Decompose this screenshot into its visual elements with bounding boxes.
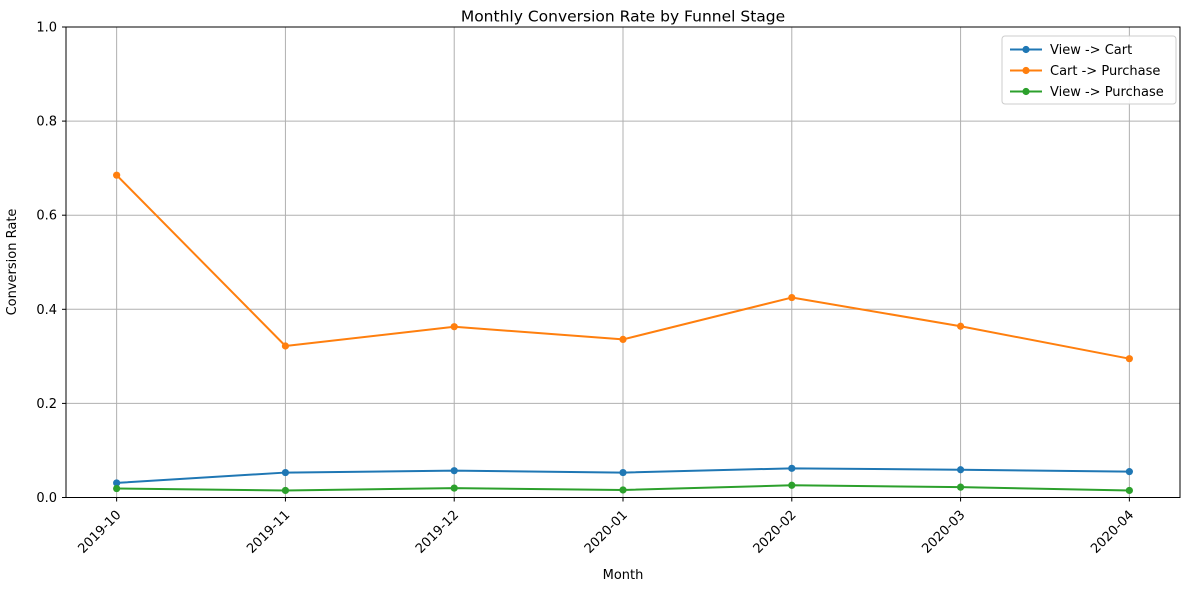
- legend-sample-marker-view-purchase: [1022, 87, 1030, 96]
- x-tick-label-2019-12: 2019-12: [413, 508, 462, 557]
- y-tick-label-0.0: 0.0: [36, 491, 57, 506]
- data-point-marker: [1125, 486, 1133, 495]
- data-point-marker: [113, 479, 121, 487]
- data-point-marker: [1125, 468, 1133, 476]
- x-tick-label-2019-11: 2019-11: [244, 508, 293, 557]
- legend: View -> Cart Cart -> Purchase View -> Purc…: [1001, 35, 1177, 105]
- y-tick-label-0.8: 0.8: [36, 115, 57, 130]
- data-point-marker: [788, 464, 796, 472]
- chart-title: Monthly Conversion Rate by Funnel Stage: [461, 8, 785, 26]
- data-point-marker: [113, 484, 121, 493]
- data-point-marker: [619, 468, 627, 477]
- x-tick-label-2020-02: 2020-02: [751, 508, 800, 557]
- data-point-marker: [619, 486, 627, 494]
- y-tick-label-0.4: 0.4: [36, 303, 57, 318]
- legend-label-cart-purchase: Cart -> Purchase: [1050, 64, 1160, 79]
- series-layer: [113, 171, 1133, 495]
- x-tick-label-2019-10: 2019-10: [75, 508, 124, 557]
- y-tick-label-0.2: 0.2: [36, 397, 57, 412]
- data-point-marker: [450, 467, 458, 475]
- legend-box: [1001, 35, 1177, 105]
- data-point-marker: [956, 322, 965, 330]
- data-point-marker: [619, 335, 627, 344]
- data-point-marker: [1125, 355, 1133, 363]
- y-axis-label: Conversion Rate: [5, 209, 20, 316]
- legend-label-view-purchase: View -> Purchase: [1050, 85, 1164, 100]
- x-tick-label-2020-01: 2020-01: [582, 508, 631, 557]
- y-tick-label-0.6: 0.6: [36, 209, 57, 224]
- data-point-marker: [450, 323, 458, 331]
- y-tick-label-1.0: 1.0: [36, 21, 57, 36]
- data-point-marker: [450, 484, 458, 492]
- legend-sample-marker-cart-purchase: [1022, 66, 1030, 75]
- data-point-marker: [113, 171, 121, 179]
- x-axis-label: Month: [603, 568, 644, 583]
- data-point-marker: [956, 466, 965, 474]
- data-point-marker: [281, 468, 290, 477]
- x-tick-label-2020-04: 2020-04: [1088, 508, 1137, 557]
- data-point-marker: [788, 293, 796, 302]
- data-point-marker: [788, 481, 796, 489]
- data-point-marker: [281, 486, 290, 495]
- data-point-marker: [956, 483, 965, 491]
- data-point-marker: [281, 342, 290, 350]
- legend-sample-marker-view-cart: [1022, 45, 1030, 54]
- legend-label-view-cart: View -> Cart: [1050, 43, 1132, 58]
- x-tick-label-2020-03: 2020-03: [919, 508, 968, 557]
